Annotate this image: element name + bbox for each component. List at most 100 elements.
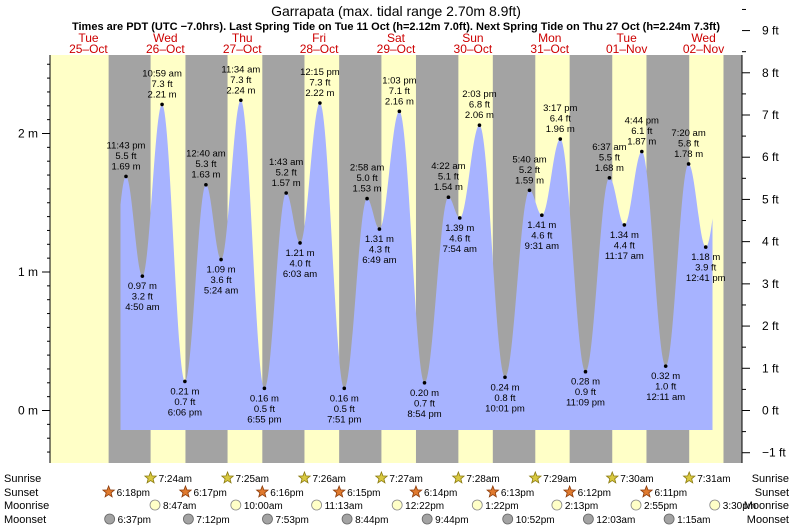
tide-label: 11:17 am [605,251,644,262]
tide-label: 7:51 pm [327,414,361,425]
sunrise-time: 7:30am [620,474,653,485]
day-date: 26–Oct [146,42,185,56]
day-date: 01–Nov [606,42,647,56]
tide-point [640,149,644,154]
tide-label: 4:50 am [125,302,159,313]
daylight-band [50,55,109,463]
tide-curve [120,100,713,431]
tide-label: 1.31 m [365,234,394,245]
tide-label: 5.2 ft [519,165,540,176]
tide-label: 1.54 m [434,182,463,193]
tide-label: 6:55 pm [247,414,281,425]
tide-label: 4:22 am [431,161,465,172]
tide-label: 12:11 am [646,392,685,403]
sunset-time: 6:11pm [654,488,687,499]
tide-label: 10:59 am [142,68,182,79]
sunset-time: 6:15pm [347,488,380,499]
sunset-time: 6:18pm [117,488,150,499]
left-tick-label: 0 m [18,404,38,418]
tide-label: 1.53 m [353,184,382,195]
tide-label: 0.7 ft [414,398,435,409]
sunset-icon [332,484,346,498]
moonrise-time: 11:13am [325,501,363,512]
sunset-row-label-left: Sunset [4,487,38,499]
tide-point [219,257,223,262]
tide-area [120,100,713,431]
tide-label: 12:41 pm [686,273,726,284]
moonset-time: 6:37pm [118,515,151,525]
tide-label: 1.59 m [515,175,544,186]
tide-label: 1.68 m [595,163,624,174]
moonset-icon [104,513,116,525]
tide-label: 6:03 am [283,269,317,280]
left-tick-label: 1 m [18,265,38,279]
moonset-time: 7:12pm [196,515,229,525]
tide-label: 1.0 ft [655,382,676,393]
tide-point [622,223,627,227]
tide-label: 4.0 ft [289,258,310,269]
tide-label: 1.41 m [527,220,556,231]
tide-label: 6.1 ft [631,126,652,137]
day-name: Tue [617,31,638,45]
tide-label: 0.8 ft [494,393,515,404]
tide-label: 1.18 m [691,252,720,263]
sunset-time: 6:16pm [270,488,303,499]
moonset-icon [182,513,194,525]
day-name: Sat [387,31,406,45]
tide-label: 12:15 pm [300,67,340,78]
tide-label: 9:31 am [525,241,559,252]
tide-label: 5.3 ft [195,159,216,170]
day-headers: Tue25–OctWed26–OctThu27–OctFri28–OctSat2… [69,31,724,56]
tide-label: 3:17 pm [543,103,577,114]
tide-point [527,188,532,193]
sunset-icon [178,484,193,498]
right-tick-label: 5 ft [762,192,779,206]
moonset-icon [502,513,514,525]
moonset-time: 12:03am [596,515,635,525]
tide-label: 4.4 ft [614,240,635,251]
sunset-icon [255,484,270,498]
moonset-time: 10:52pm [516,515,555,525]
tide-label: 1.87 m [627,137,656,148]
tide-label: 6:37 am [592,142,626,153]
tide-label: 2.22 m [305,88,334,99]
tide-point [124,174,128,179]
tide-point [583,369,588,374]
day-name: Fri [312,31,326,45]
tide-label: 1:43 am [269,157,303,168]
tide-labels: 11:43 pm5.5 ft1.69 m0.97 m3.2 ft4:50 am1… [107,64,726,425]
moonset-icon [663,513,675,525]
tide-label: 0.5 ft [254,404,275,415]
tide-label: 10:01 pm [485,403,525,414]
tide-label: 1.39 m [445,223,474,234]
tide-label: 1.96 m [546,124,575,135]
tide-label: 0.9 ft [575,387,596,398]
tide-point [503,375,507,380]
moonrise-time: 8:47am [163,501,196,512]
sunrise-row-label-right: Sunrise [752,473,789,485]
sunset-time: 6:13pm [501,488,534,499]
tide-point [457,216,462,220]
day-date: 30–Oct [454,42,493,56]
moonrise-time: 1:22pm [485,501,518,512]
moonrise-time: 2:55pm [644,501,677,512]
tide-label: 3.9 ft [695,263,716,274]
day-date: 02–Nov [683,42,724,56]
right-tick-label: 1 ft [762,361,779,375]
tide-label: 1.09 m [207,265,236,276]
moonrise-icon [551,499,563,511]
day-date: 28–Oct [300,42,339,56]
tide-label: 7.3 ft [152,79,173,90]
day-name: Wed [691,31,715,45]
chart-title: Garrapata (max. tidal range 2.70m 8.9ft) [271,3,521,19]
right-tick-label: 2 ft [762,319,779,333]
tide-label: 0.7 ft [174,397,195,408]
sunrise-time: 7:24am [159,474,192,485]
tide-label: 3.6 ft [211,275,232,286]
tide-label: 1.21 m [286,248,315,259]
moonrise-row-label-right: Moonrise [744,500,789,512]
right-tick-label: 9 ft [762,24,779,38]
sunrise-icon [682,470,696,484]
sunrise-icon [143,470,158,484]
